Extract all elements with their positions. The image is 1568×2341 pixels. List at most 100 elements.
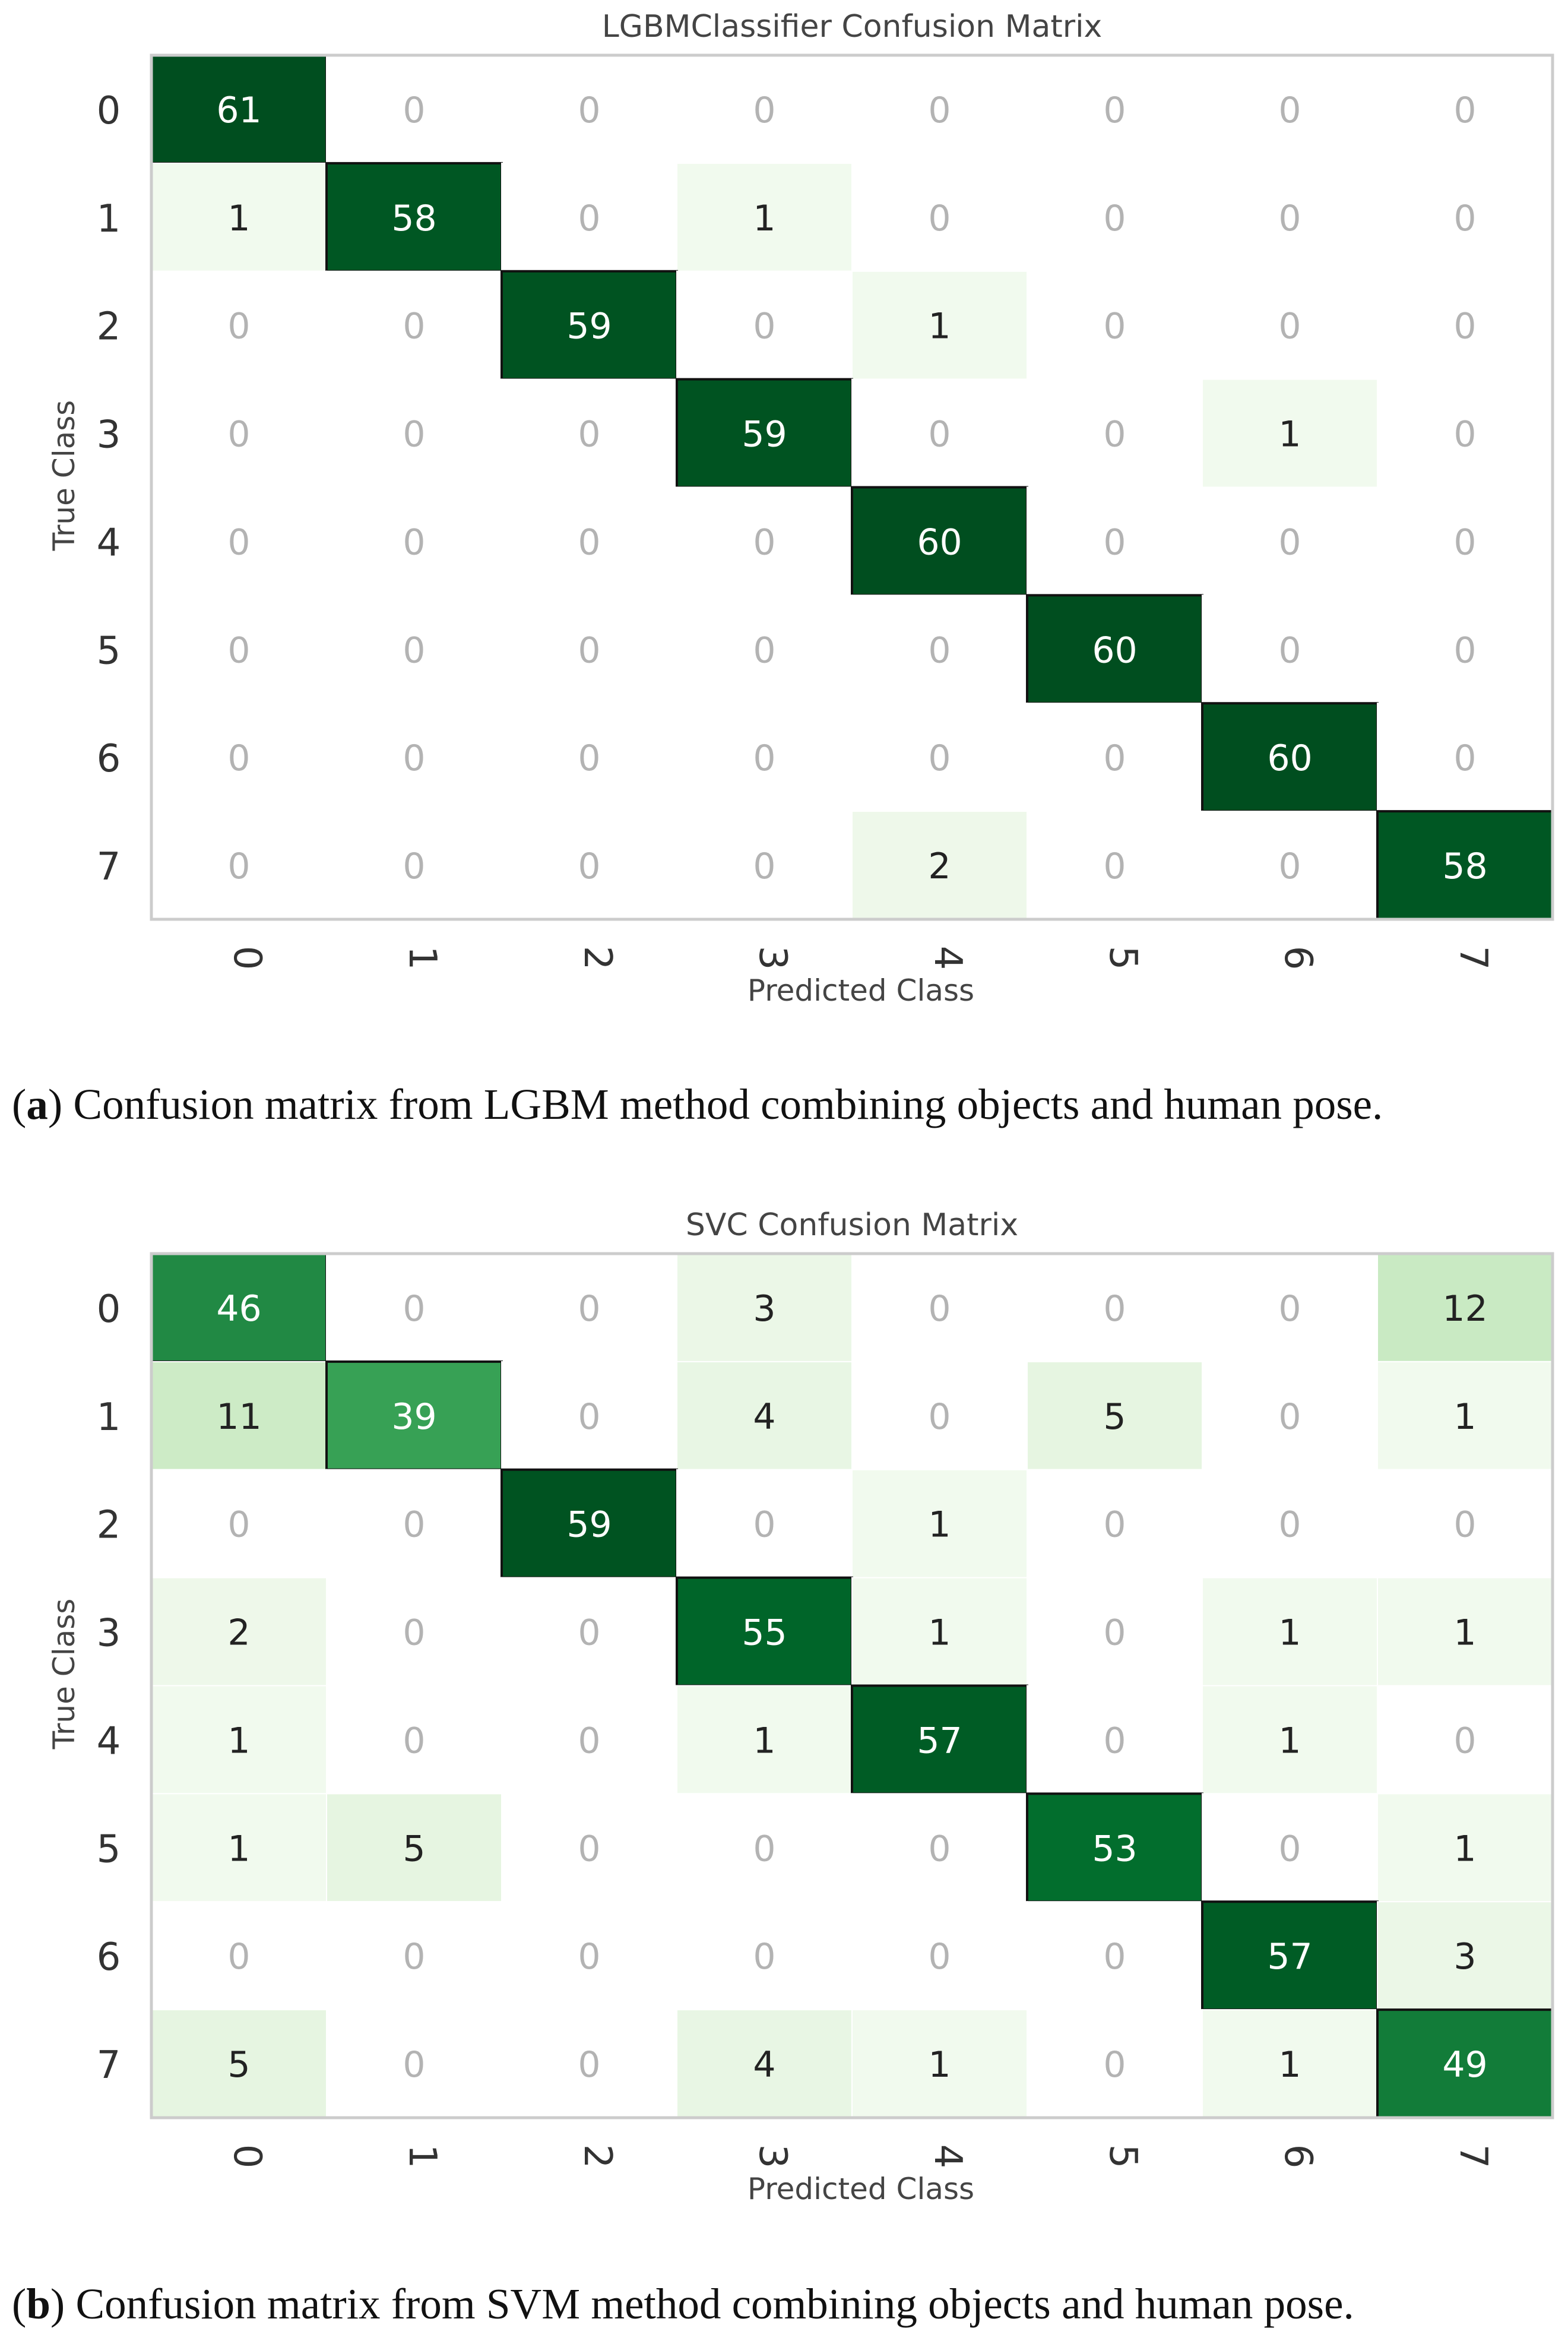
plot-frame [150,1252,1554,2119]
heatmap-cell [326,1901,502,2011]
heatmap-cell [1201,702,1379,813]
heatmap-cell [151,1793,327,1903]
y-tick-label: 1 [97,197,121,241]
cell-value-label: 1 [928,1504,951,1546]
cell-value-label: 0 [753,1504,775,1546]
heatmap-cell [1202,270,1378,380]
caption-a: (a) Confusion matrix from LGBM method co… [12,1080,1383,1128]
heatmap-cell [1377,703,1553,812]
heatmap-cell [851,1361,1028,1470]
caption-a-label: a [26,1080,48,1128]
heatmap-cell [1202,486,1378,596]
x-tick-label: 5 [1101,946,1145,970]
cell-value-label: 0 [1278,1504,1301,1546]
cell-value-label: 0 [227,738,250,779]
cell-value-label: 0 [227,846,250,887]
cell-value-label: 0 [928,1936,951,1978]
x-tick-label: 4 [926,946,970,970]
y-tick-label: 3 [97,413,121,457]
heatmap-cell [1377,55,1553,164]
heatmap-cell [851,703,1028,812]
heatmap-cell [851,811,1028,920]
chart-title: LGBMClassifier Confusion Matrix [602,9,1103,45]
heatmap-cell [326,2009,502,2118]
cell-value-label: 0 [403,414,425,455]
heatmap-cell [1026,1792,1203,1903]
chart-title: SVC Confusion Matrix [686,1207,1018,1243]
cell-value-label: 0 [578,2044,600,2086]
x-tick-label: 3 [750,2144,794,2169]
x-tick-label: 0 [225,2144,269,2169]
cell-value-label: 58 [1442,846,1487,887]
heatmap-cell [1027,1577,1203,1687]
cell-value-label: 0 [578,1612,600,1654]
cell-value-label: 0 [1103,738,1126,779]
heatmap-cell [501,1685,677,1795]
heatmap-cell [325,162,503,273]
y-tick-label: 1 [97,1396,121,1440]
cell-value-label: 0 [403,629,425,671]
cell-value-label: 1 [753,198,775,239]
cell-value-label: 5 [227,2044,250,2086]
cell-value-label: 39 [391,1396,436,1438]
cell-value-label: 0 [1453,306,1476,347]
cell-value-label: 0 [578,1288,600,1330]
cell-value-label: 0 [227,521,250,563]
cell-value-label: 0 [1453,90,1476,131]
cell-value-label: 59 [566,306,612,347]
x-tick-label: 7 [1451,946,1495,970]
y-tick-label: 5 [97,1827,121,1871]
heatmap-cell [1377,1253,1553,1362]
cell-value-label: 0 [928,414,951,455]
x-tick-label: 7 [1451,2144,1495,2169]
heatmap-cell [851,162,1028,272]
caption-b-text: Confusion matrix from SVM method combini… [65,2280,1354,2328]
cell-value-label: 0 [1103,846,1126,887]
heatmap-cell [851,1901,1028,2011]
cell-value-label: 60 [1267,738,1312,779]
cell-value-label: 0 [1278,521,1301,563]
cell-value-label: 0 [928,90,951,131]
cell-value-label: 1 [1278,1612,1301,1654]
y-tick-label: 3 [97,1612,121,1656]
cell-value-label: 0 [1103,90,1126,131]
cell-value-label: 0 [1103,521,1126,563]
cell-value-label: 1 [1453,1396,1476,1438]
y-tick-label: 4 [97,521,121,565]
cell-value-label: 12 [1442,1288,1487,1330]
y-axis-label: True Class [47,1599,81,1750]
cell-value-label: 0 [1103,1720,1126,1761]
y-tick-label: 2 [97,305,121,349]
cell-value-label: 0 [1103,1504,1126,1546]
heatmap-cell [1027,1361,1203,1470]
heatmap-cell [501,1253,677,1362]
caption-a-text: Confusion matrix from LGBM method combin… [62,1080,1383,1128]
cell-value-label: 1 [928,2044,951,2086]
cell-value-label: 0 [1103,306,1126,347]
heatmap-cell [501,1577,677,1687]
cell-value-label: 0 [1103,198,1126,239]
y-tick-label: 7 [97,2043,121,2087]
cell-value-label: 0 [403,521,425,563]
heatmap-cell [1202,1253,1378,1362]
cell-value-label: 0 [403,738,425,779]
cell-value-label: 49 [1442,2044,1487,2086]
cell-value-label: 1 [1278,414,1301,455]
heatmap-cell [851,378,1028,488]
cell-value-label: 0 [1278,90,1301,131]
x-tick-label: 1 [400,946,444,970]
heatmap-cell [501,486,677,596]
cell-value-label: 59 [566,1504,612,1546]
heatmap-cell [151,1685,327,1795]
heatmap-cell [1027,703,1203,812]
heatmap-cell [676,1469,853,1578]
heatmap-cell [1202,1685,1378,1795]
cell-value-label: 0 [753,306,775,347]
cell-value-label: 2 [928,846,951,887]
heatmap-cell [326,594,502,704]
heatmap-cell [151,1361,327,1470]
cell-value-label: 0 [403,90,425,131]
heatmap-cell [326,1253,502,1362]
cell-value-label: 1 [1278,1720,1301,1761]
cell-value-label: 0 [578,198,600,239]
